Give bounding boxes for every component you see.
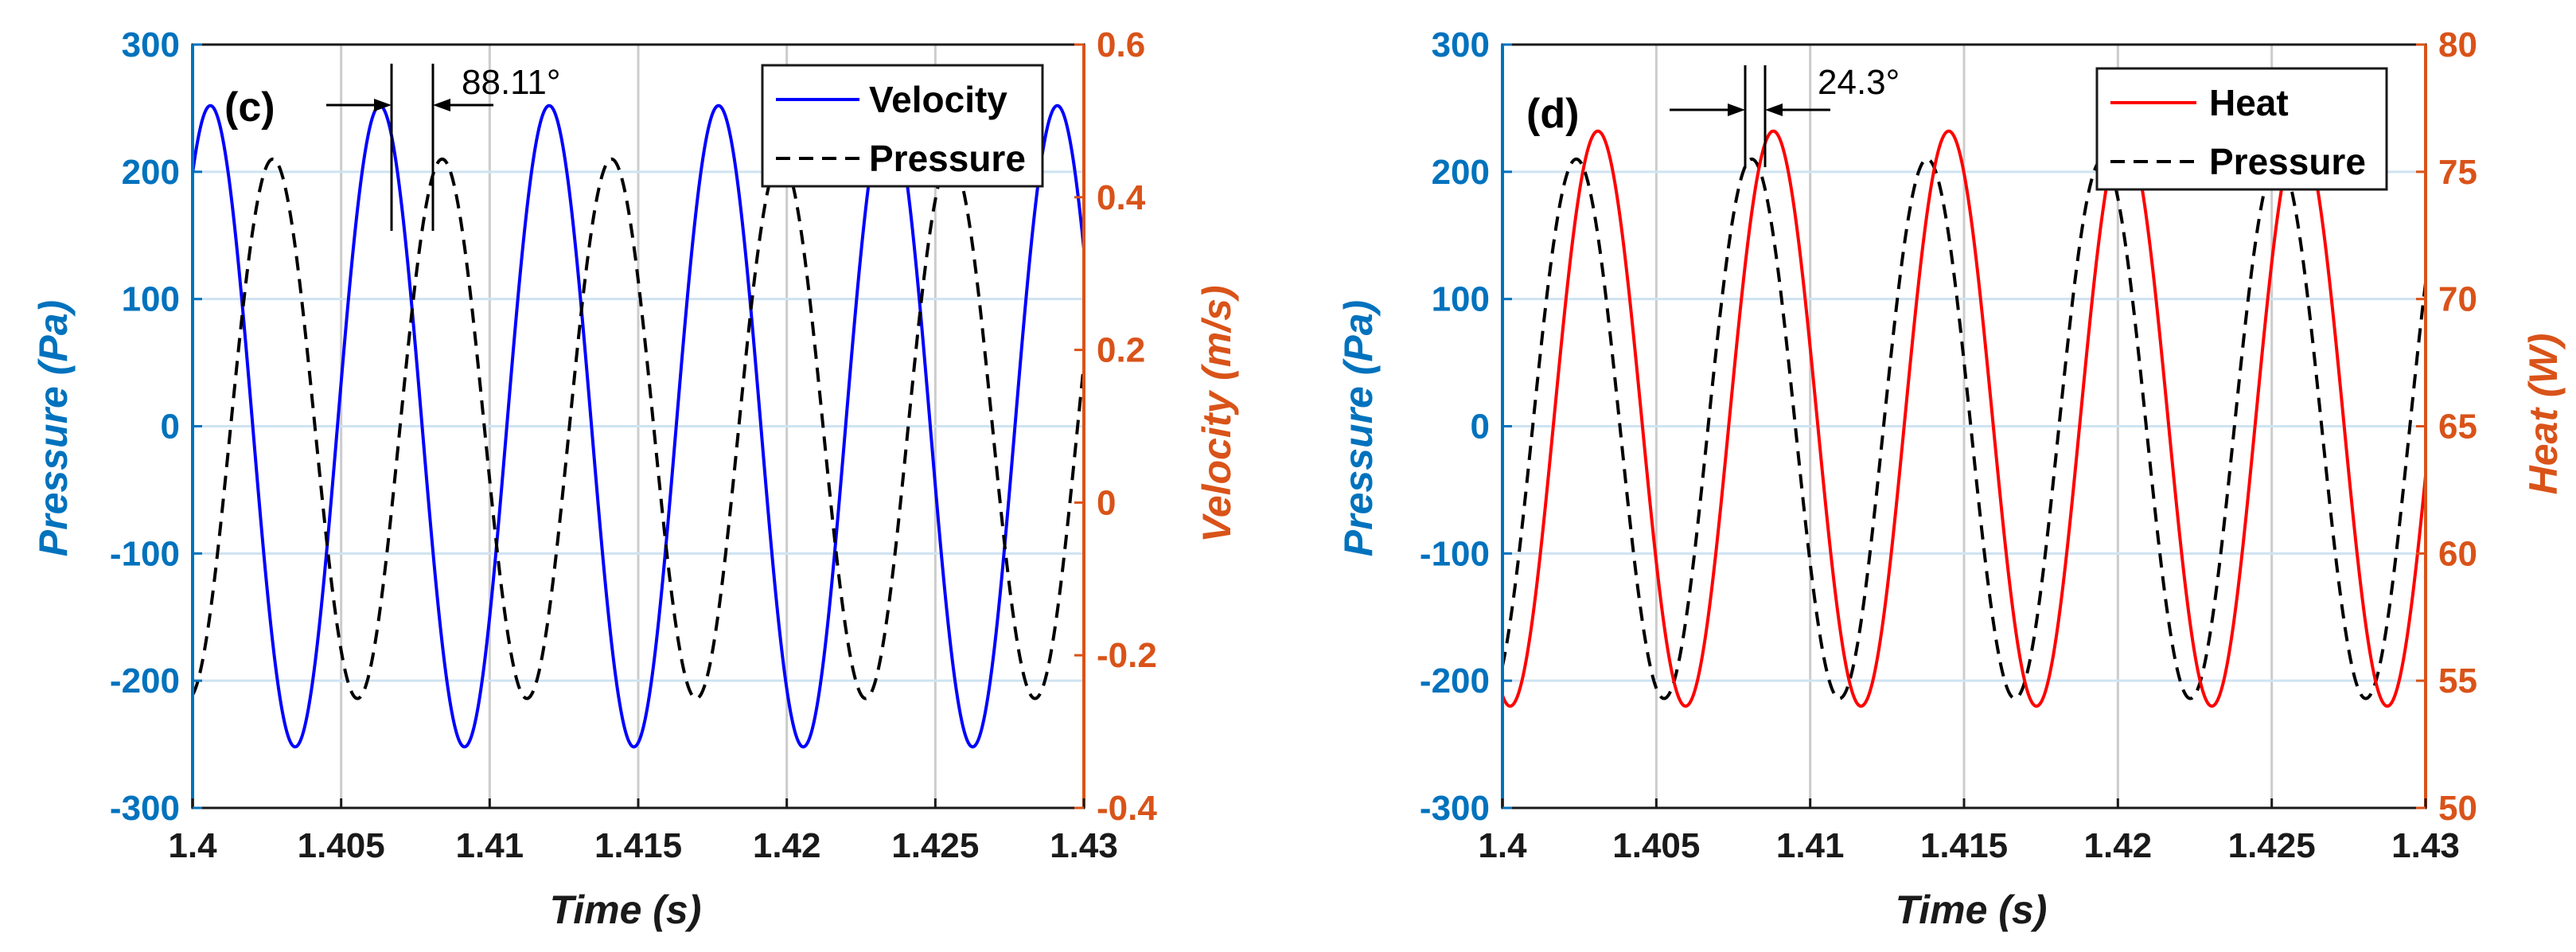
- right-tick-label: 0.2: [1097, 331, 1145, 370]
- x-tick-label: 1.405: [1612, 826, 1700, 865]
- phase-annotation: 24.3°: [1670, 63, 1900, 167]
- right-tick-label: -0.4: [1097, 789, 1157, 828]
- right-tick-label: -0.2: [1097, 636, 1157, 675]
- left-tick-label: -300: [110, 789, 180, 828]
- phase-angle-label: 24.3°: [1818, 63, 1900, 102]
- left-y-axis-label: Pressure (Pa): [1336, 300, 1381, 556]
- left-tick-label: 100: [122, 280, 180, 319]
- series-line-velocity: [191, 103, 1085, 749]
- x-axis-label: Time (s): [1896, 888, 2048, 932]
- legend: Velocity Pressure: [761, 64, 1044, 188]
- left-tick-label: 300: [1432, 25, 1490, 64]
- right-tick-label: 60: [2438, 534, 2477, 573]
- right-tick-label: 75: [2438, 153, 2477, 192]
- right-tick-label: 70: [2438, 280, 2477, 319]
- left-tick-labels: 300 200 100 0 -100 -200 -300: [110, 25, 202, 828]
- right-tick-label: 0.4: [1097, 178, 1146, 217]
- x-tick-label: 1.41: [456, 826, 524, 865]
- phase-annotation: 88.11°: [326, 63, 560, 231]
- legend-label-heat: Heat: [2209, 82, 2289, 123]
- right-tick-label: 0.6: [1097, 25, 1145, 64]
- series-line-pressure: [1501, 157, 2427, 700]
- left-tick-label: 0: [161, 408, 180, 447]
- right-tick-label: 65: [2438, 408, 2477, 447]
- left-tick-label: -100: [110, 534, 180, 573]
- x-tick-label: 1.41: [1776, 826, 1845, 865]
- panel-label: (c): [224, 84, 275, 131]
- x-axis-label: Time (s): [550, 888, 702, 932]
- right-y-axis-label: Heat (W): [2521, 334, 2566, 495]
- x-tick-labels: 1.4 1.405 1.41 1.415 1.42 1.425 1.43: [168, 798, 1118, 865]
- x-tick-label: 1.415: [594, 826, 682, 865]
- left-tick-label: -300: [1420, 789, 1490, 828]
- x-tick-label: 1.425: [891, 826, 979, 865]
- right-tick-label: 50: [2438, 789, 2477, 828]
- right-tick-label: 80: [2438, 25, 2477, 64]
- left-tick-label: -200: [1420, 661, 1490, 700]
- series-line-pressure: [191, 157, 1085, 700]
- left-tick-labels: 300 200 100 0 -100 -200 -300: [1420, 25, 1512, 828]
- left-tick-label: 200: [122, 153, 180, 192]
- left-tick-label: -200: [110, 661, 180, 700]
- right-y-axis-label: Velocity (m/s): [1194, 285, 1239, 542]
- series-layer: [191, 103, 1085, 749]
- left-tick-label: 200: [1432, 153, 1490, 192]
- x-tick-label: 1.415: [1920, 826, 2008, 865]
- x-tick-label: 1.42: [753, 826, 821, 865]
- right-tick-labels: 0.6 0.4 0.2 0 -0.2 -0.4: [1074, 25, 1157, 828]
- chart-panel-d: 1.4 1.405 1.41 1.415 1.42 1.425 1.43 300 200 100…: [1336, 25, 2566, 932]
- left-tick-label: -100: [1420, 534, 1490, 573]
- x-tick-label: 1.4: [168, 826, 217, 865]
- x-tick-label: 1.42: [2084, 826, 2153, 865]
- legend-label-velocity: Velocity: [869, 79, 1007, 120]
- x-tick-label: 1.425: [2228, 826, 2316, 865]
- x-tick-labels: 1.4 1.405 1.41 1.415 1.42 1.425 1.43: [1478, 798, 2460, 865]
- series-line-heat: [1501, 129, 2427, 708]
- x-tick-label: 1.4: [1478, 826, 1527, 865]
- right-tick-label: 55: [2438, 661, 2477, 700]
- legend-label-pressure: Pressure: [2209, 141, 2366, 182]
- left-tick-label: 300: [122, 25, 180, 64]
- phase-angle-label: 88.11°: [462, 63, 560, 102]
- x-tick-label: 1.405: [298, 826, 385, 865]
- x-tick-label: 1.43: [2391, 826, 2460, 865]
- legend-label-pressure: Pressure: [869, 138, 1026, 179]
- left-y-axis-label: Pressure (Pa): [31, 300, 76, 556]
- left-tick-label: 100: [1432, 280, 1490, 319]
- series-layer: [1501, 129, 2427, 708]
- right-tick-label: 0: [1097, 483, 1116, 522]
- x-tick-label: 1.43: [1050, 826, 1118, 865]
- left-tick-label: 0: [1471, 408, 1490, 447]
- legend: Heat Pressure: [2095, 67, 2388, 191]
- right-tick-labels: 80 75 70 65 60 55 50: [2416, 25, 2477, 828]
- panel-label: (d): [1526, 91, 1579, 137]
- chart-panel-c: 1.4 1.405 1.41 1.415 1.42 1.425 1.43 300 200 100…: [31, 25, 1239, 932]
